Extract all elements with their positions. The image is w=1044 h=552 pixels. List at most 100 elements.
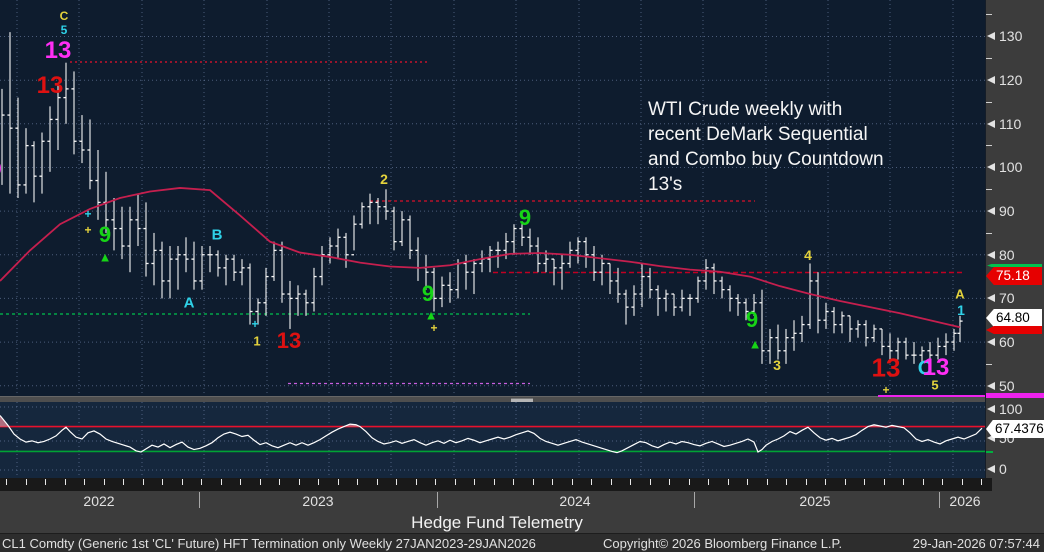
tick-arrow-icon [987,163,995,171]
oscillator-panel-canvas[interactable] [0,402,985,478]
price-axis: 130 120 110 100 90 80 70 60 50 100 50 0 75.18 64.80… [985,0,1044,478]
tick-label: 130 [999,28,1023,44]
date-tick [805,479,807,485]
tick-arrow-icon [987,434,995,442]
tick-label: 0 [999,461,1007,477]
date-tick [747,479,748,485]
tick-arrow-icon [987,32,995,40]
demark-glyph-cyan-A: A [183,294,195,312]
tick-arrow-icon [987,338,995,346]
demark-glyph-yellow-C: C [59,9,69,23]
green-level-axis-marker [987,264,1042,267]
annotation-line-4: 13's [648,174,683,195]
date-tick [454,479,456,485]
tick-arrow-icon [987,207,995,215]
date-tick [669,479,670,485]
date-tick [513,479,514,485]
oscillator-value: 67.4376 [995,421,1044,436]
annotation-line-2: recent DeMark Sequential [648,124,868,145]
date-tick [883,479,885,485]
demark-glyph-yellow-+: + [882,383,890,396]
date-tick [357,479,358,485]
axis-minor-tick [986,14,992,15]
date-tick [474,479,475,485]
date-tick [162,479,163,485]
tick-label: 100 [999,159,1023,175]
date-tick [981,479,982,485]
date-tick [786,479,787,485]
date-tick [201,479,202,485]
tick-arrow-icon [987,405,995,413]
copyright-notice: Copyright© 2026 Bloomberg Finance L.P. [603,536,843,551]
date-tick [708,479,709,485]
date-tick [825,479,826,485]
magenta-level-line [878,395,985,397]
tick-label: 120 [999,72,1023,88]
year-separator [437,492,438,508]
demark-glyph-red-13: 13 [871,352,901,383]
date-tick [318,479,319,485]
demark-glyph-red-13: 13 [276,328,302,353]
tick-label: 70 [999,290,1015,306]
date-tick [279,479,280,485]
date-tick [922,479,924,485]
date-tick [942,479,943,485]
price-tag-red-value: 75.18 [996,268,1030,283]
annotation-line-3: and Combo buy Countdown [648,149,884,170]
year-label-2025: 2025 [799,493,831,509]
moving-average-line [0,187,961,329]
demark-glyph-green-arrow-up: ▲ [424,307,438,323]
date-tick [6,479,7,485]
demark-glyph-yellow-+: + [430,321,438,335]
year-label-2024: 2024 [559,493,591,509]
demark-glyph-magenta-13: 13 [922,354,950,381]
demark-glyph-red-13: 13 [36,72,64,99]
demark-glyph-green-arrow-up: ▲ [748,336,762,352]
demark-glyph-green-9: 9 [421,281,435,306]
demark-glyph-cyan-+: + [84,207,92,221]
date-tick [142,479,144,485]
tick-arrow-icon [987,251,995,259]
date-tick [103,479,105,485]
demark-glyph-green-9: 9 [518,205,532,230]
date-tick [240,479,241,485]
tick-label: 110 [999,116,1022,132]
date-tick [337,479,339,485]
date-tick [571,479,573,485]
tick-label: 80 [999,247,1015,263]
date-tick [493,479,495,485]
oscillator-value-tag: 67.4376 [986,420,1044,438]
oscillator-svg [0,402,985,478]
demark-glyph-yellow-1: 1 [253,333,261,349]
date-tick [25,479,27,485]
oscillator-line [0,415,983,454]
year-separator [199,492,200,508]
date-tick [903,479,904,485]
date-tick [64,479,66,485]
demark-glyph-magenta-13: 13 [44,37,72,64]
tick-label: 90 [999,203,1015,219]
date-tick-strip [0,478,992,491]
main-price-chart-canvas[interactable]: WTI Crude weekly with recent DeMark Sequ… [0,0,985,396]
date-tick [259,479,261,485]
date-tick [435,479,436,485]
date-tick [649,479,651,485]
date-tick [630,479,631,485]
demark-glyph-yellow-+: + [84,223,92,237]
tick-arrow-icon [987,120,995,128]
date-tick [181,479,183,485]
demark-glyph-yellow-5: 5 [931,377,939,393]
tick-arrow-icon [987,382,995,390]
demark-glyph-yellow-4: 4 [804,247,812,263]
date-tick [123,479,124,485]
date-tick [766,479,768,485]
magenta-level-axis-marker [986,393,1044,398]
demark-glyph-yellow-3: 3 [773,357,781,373]
year-label-2026: 2026 [949,493,981,509]
oscillator-title: Hedge Fund Telemetry [411,513,583,532]
demark-glyph-cyan-C: C [917,357,933,380]
annotation-line-1: WTI Crude weekly with [648,99,843,120]
axis-minor-tick [986,58,992,59]
year-separator [939,492,940,508]
date-tick [610,479,612,485]
